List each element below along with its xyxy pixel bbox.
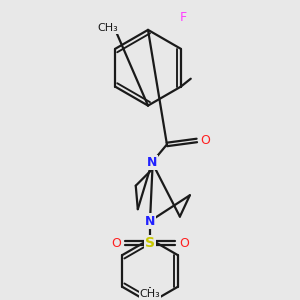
Text: S: S (145, 236, 155, 250)
Text: CH₃: CH₃ (140, 289, 160, 299)
Text: N: N (145, 214, 155, 228)
Text: CH₃: CH₃ (98, 23, 118, 33)
Text: O: O (179, 237, 189, 250)
Text: N: N (147, 156, 157, 169)
Text: O: O (200, 134, 210, 147)
Text: N: N (147, 156, 157, 169)
Text: O: O (111, 237, 121, 250)
Text: F: F (179, 11, 186, 24)
